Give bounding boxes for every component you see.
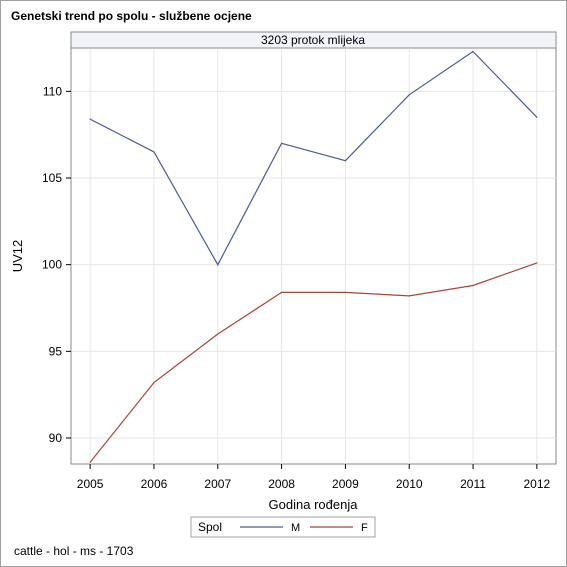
data-point-M: [89, 118, 91, 120]
x-tick-label: 2011: [460, 477, 486, 491]
y-tick-label: 100: [42, 258, 62, 272]
data-point-F: [536, 262, 538, 264]
data-point-F: [344, 291, 347, 293]
y-axis: 90 95 100 105 110: [42, 84, 71, 445]
legend-label-M: M: [291, 522, 300, 534]
data-point-M: [344, 160, 347, 162]
y-axis-label: UV12: [10, 240, 25, 273]
data-point-F: [408, 295, 410, 297]
footnote: cattle - hol - ms - 1703: [14, 544, 134, 558]
x-tick-label: 2006: [141, 477, 168, 491]
y-tick-label: 95: [49, 344, 63, 358]
chart-title: Genetski trend po spolu - službene ocjen…: [11, 9, 252, 23]
series-line-F: [89, 262, 538, 463]
data-point-M: [472, 50, 474, 53]
panel-title: 3203 protok mlijeka: [261, 33, 365, 47]
x-tick-label: 2009: [332, 477, 359, 491]
x-tick-label: 2008: [268, 477, 295, 491]
legend-label-F: F: [361, 522, 368, 534]
x-tick-label: 2012: [524, 477, 551, 491]
x-axis-label: Godina rođenja: [269, 497, 359, 512]
plot-area: [70, 47, 557, 465]
y-tick-label: 90: [49, 431, 63, 445]
data-point-M: [217, 264, 219, 266]
data-point-M: [280, 142, 283, 144]
series-group: [89, 50, 538, 463]
series-line-M: [89, 50, 538, 266]
y-tick-label: 110: [43, 84, 62, 98]
x-tick-label: 2007: [204, 477, 231, 491]
legend-title: Spol: [198, 520, 222, 534]
data-point-F: [280, 291, 283, 293]
data-point-F: [153, 381, 155, 384]
data-point-M: [153, 151, 155, 153]
data-point-M: [536, 116, 538, 118]
grid: [72, 49, 556, 464]
x-axis: 2005 2006 2007 2008 2009 2010 2011 2012: [77, 464, 551, 491]
x-tick-label: 2010: [396, 477, 423, 491]
data-point-M: [408, 94, 410, 96]
data-point-F: [472, 284, 474, 287]
x-tick-label: 2005: [77, 477, 104, 491]
data-point-F: [89, 461, 91, 463]
data-point-F: [217, 333, 219, 335]
y-tick-label: 105: [42, 171, 62, 185]
